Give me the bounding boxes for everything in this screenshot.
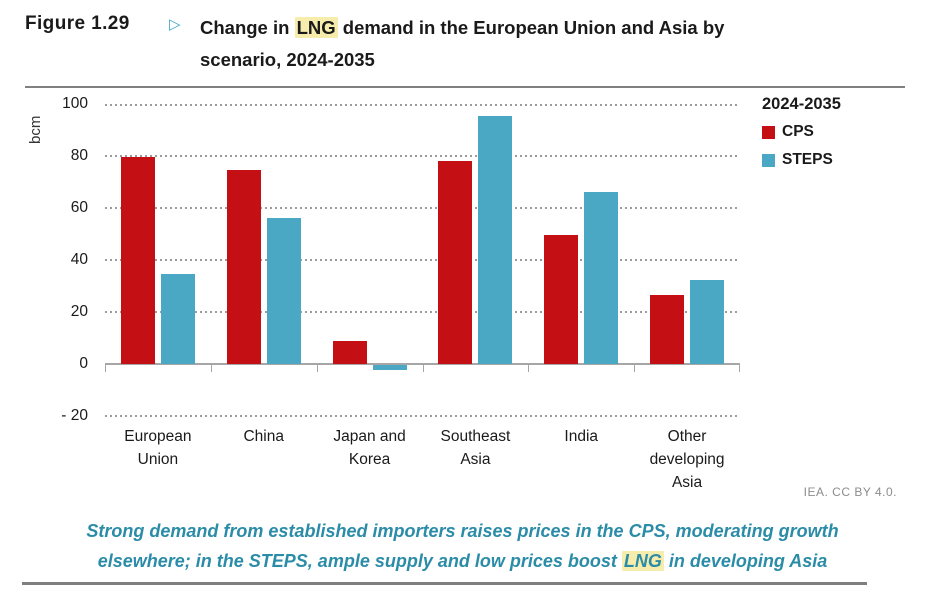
gridline-20 — [105, 311, 740, 313]
bar-steps-india — [584, 192, 618, 364]
legend-item-cps: CPS — [762, 123, 841, 141]
gridline-100 — [105, 104, 740, 106]
y-tick-label-40: 40 — [70, 251, 88, 268]
caption-line1: Strong demand from established importers… — [86, 521, 839, 541]
bar-cps-european-union — [121, 157, 155, 364]
zero-axis-line — [105, 363, 740, 365]
license-credit-text: IEA. CC BY 4.0. — [803, 485, 897, 499]
figure-title-line2: scenario, 2024-2035 — [200, 49, 375, 70]
axis-tick-mark — [528, 365, 529, 372]
y-tick-label--20: - 20 — [61, 407, 88, 424]
bar-steps-japan-and-korea — [373, 365, 407, 371]
bar-cps-india — [544, 235, 578, 364]
y-tick-label-20: 20 — [70, 303, 88, 320]
bar-cps-southeast-asia — [438, 161, 472, 364]
plot-area — [105, 104, 740, 417]
bar-steps-southeast-asia — [478, 115, 512, 364]
bar-steps-china — [267, 218, 301, 364]
cps-color-swatch — [762, 125, 775, 139]
category-label-european-union: European Union — [124, 428, 192, 468]
axis-tick-mark — [423, 365, 424, 372]
header-divider-line — [25, 86, 905, 88]
title-highlight-lng: LNG — [294, 17, 338, 38]
axis-tick-mark — [105, 365, 106, 372]
legend-label-cps: CPS — [782, 123, 814, 140]
axis-tick-mark — [317, 365, 318, 372]
bar-cps-other-developing-asia — [650, 295, 684, 364]
title-text: demand in the European Union and Asia by — [337, 17, 725, 38]
axis-tick-mark — [739, 365, 740, 372]
caption-highlight-lng: LNG — [621, 551, 664, 571]
figure-title-line1: Change in LNG demand in the European Uni… — [200, 12, 724, 44]
legend-title: 2024-2035 — [762, 95, 841, 113]
x-axis-category-labels: European Union China Japan and Korea Southe… — [105, 425, 740, 494]
axis-tick-mark — [634, 365, 635, 372]
bar-steps-other-developing-asia — [690, 279, 724, 364]
caption-text: in developing Asia — [663, 551, 828, 571]
gridline--20 — [105, 415, 740, 417]
figure-arrow-icon: ▷ — [169, 15, 181, 33]
footer-divider-line — [22, 582, 867, 585]
bar-steps-european-union — [161, 274, 195, 364]
figure-caption: Strong demand from established importers… — [0, 516, 925, 576]
category-label-china: China — [243, 428, 284, 445]
category-label-japan-and-korea: Japan and Korea — [333, 428, 406, 468]
category-label-southeast-asia: Southeast Asia — [440, 428, 511, 468]
figure-number-label: Figure 1.29 — [25, 13, 130, 34]
y-tick-label-80: 80 — [70, 147, 88, 164]
y-tick-label-0: 0 — [79, 355, 88, 372]
steps-color-swatch — [762, 153, 775, 167]
gridline-60 — [105, 207, 740, 209]
legend: 2024-2035 CPS STEPS — [762, 95, 841, 179]
axis-tick-mark — [211, 365, 212, 372]
title-text: Change in — [200, 17, 295, 38]
legend-item-steps: STEPS — [762, 151, 841, 169]
caption-text: elsewhere; in the STEPS, ample supply an… — [97, 551, 622, 571]
category-label-other-developing-asia: Other developing Asia — [649, 428, 725, 491]
gridline-80 — [105, 155, 740, 157]
category-label-india: India — [564, 428, 599, 445]
gridline-40 — [105, 259, 740, 261]
figure-title: Change in LNG demand in the European Uni… — [200, 12, 724, 76]
y-tick-label-60: 60 — [70, 199, 88, 216]
y-tick-label-100: 100 — [62, 95, 88, 112]
bar-cps-japan-and-korea — [333, 340, 367, 364]
caption-line2: elsewhere; in the STEPS, ample supply an… — [0, 546, 925, 576]
legend-label-steps: STEPS — [782, 151, 833, 168]
bar-cps-china — [227, 170, 261, 364]
